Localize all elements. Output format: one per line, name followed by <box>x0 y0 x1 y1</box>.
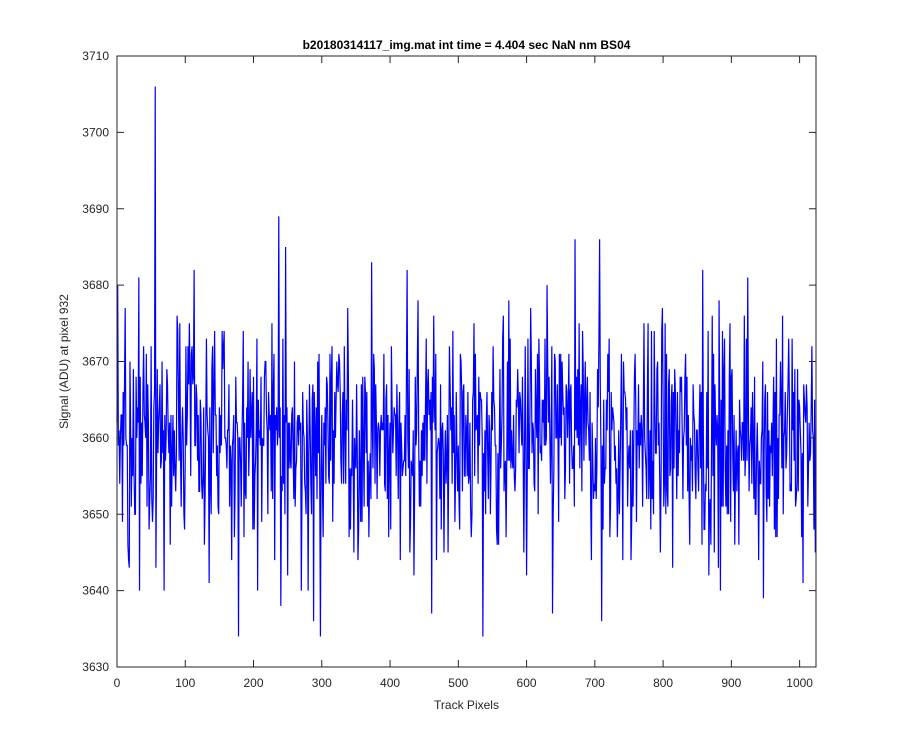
y-tick-label: 3690 <box>82 202 109 216</box>
y-tick-label: 3700 <box>82 125 109 139</box>
x-tick-label: 600 <box>517 676 537 690</box>
ticks-layer: 0 100 200 300 400 500 600 700 800 900 1000 3630 3640… <box>82 49 816 690</box>
y-axis-label: Signal (ADU) at pixel 932 <box>57 294 71 429</box>
x-axis-label: Track Pixels <box>434 698 499 712</box>
x-tick-label: 100 <box>175 676 195 690</box>
y-tick-label: 3660 <box>82 431 109 445</box>
signal-series-line <box>116 86 816 637</box>
series-layer <box>116 86 816 637</box>
x-tick-label: 1000 <box>786 676 813 690</box>
x-tick-label: 200 <box>244 676 264 690</box>
y-tick-label: 3680 <box>82 278 109 292</box>
plot-area <box>117 56 816 667</box>
chart-title: b20180314117_img.mat int time = 4.404 se… <box>303 38 631 52</box>
y-tick-label: 3630 <box>82 660 109 674</box>
x-tick-label: 0 <box>114 676 121 690</box>
y-tick-label: 3670 <box>82 355 109 369</box>
y-tick-label: 3650 <box>82 507 109 521</box>
x-tick-label: 500 <box>448 676 468 690</box>
x-tick-label: 700 <box>585 676 605 690</box>
y-tick-label: 3710 <box>82 49 109 63</box>
x-tick-label: 400 <box>380 676 400 690</box>
x-tick-label: 300 <box>312 676 332 690</box>
x-tick-label: 900 <box>721 676 741 690</box>
x-tick-label: 800 <box>653 676 673 690</box>
y-tick-label: 3640 <box>82 584 109 598</box>
